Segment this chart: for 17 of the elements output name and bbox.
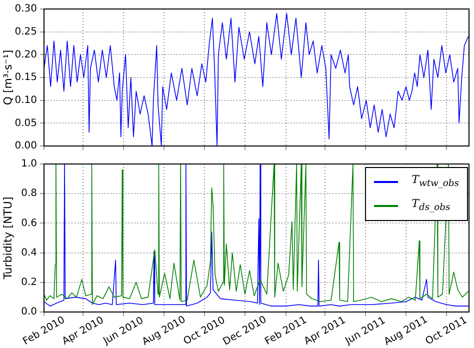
- y-tick-label: 0.4: [21, 247, 37, 258]
- y-tick-label: 0.6: [21, 218, 37, 229]
- y-tick-label: 1.0: [21, 158, 37, 170]
- y-tick-label: 0.8: [21, 188, 37, 200]
- y-tick-label: 0.00: [14, 140, 37, 152]
- y-tick-label: 0.2: [21, 276, 37, 288]
- y-tick-label: 0.15: [14, 72, 37, 84]
- y-axis-title: Q [m³·s⁻¹]: [1, 50, 14, 106]
- y-tick-label: 0.30: [14, 4, 37, 15]
- y-tick-label: 0.10: [14, 94, 37, 106]
- y-tick-label: 0.05: [14, 118, 37, 129]
- y-tick-label: 0.25: [14, 26, 37, 38]
- y-axis-title: Turbidity [NTU]: [1, 196, 14, 280]
- legend-label: T$_{wtw_obs}$: [412, 172, 459, 192]
- legend-label: T$_{ds_obs}$: [412, 196, 450, 216]
- y-tick-label: 0.0: [21, 306, 37, 318]
- y-tick-label: 0.20: [14, 49, 37, 60]
